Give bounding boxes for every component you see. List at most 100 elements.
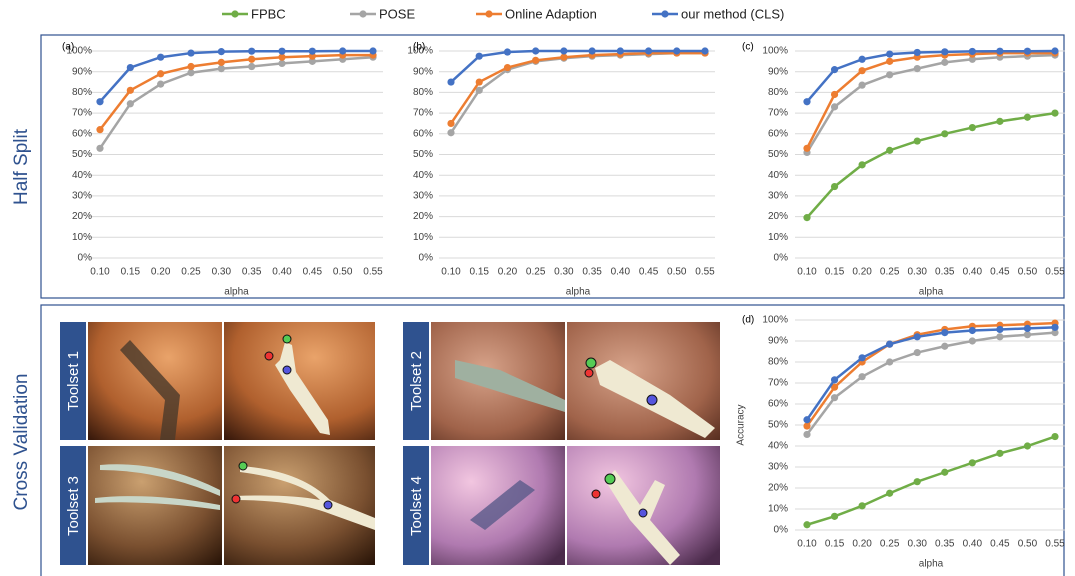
data-point	[859, 373, 866, 380]
data-point	[996, 118, 1003, 125]
data-point	[218, 48, 225, 55]
data-point	[560, 47, 567, 54]
x-tick-label: 0.45	[990, 267, 1010, 278]
data-point	[831, 376, 838, 383]
y-tick-label: 40%	[72, 170, 92, 181]
data-point	[1024, 114, 1031, 121]
data-point	[914, 478, 921, 485]
x-tick-label: 0.40	[963, 267, 983, 278]
data-point	[1051, 110, 1058, 117]
y-tick-label: 40%	[413, 170, 433, 181]
section-label: Half Split	[11, 128, 32, 205]
keypoint	[239, 462, 247, 470]
series-line	[807, 333, 1055, 435]
data-point	[996, 326, 1003, 333]
x-tick-label: 0.20	[852, 539, 872, 550]
y-tick-label: 80%	[768, 87, 788, 98]
keypoint	[585, 369, 593, 377]
data-point	[831, 91, 838, 98]
y-tick-label: 0%	[78, 253, 93, 264]
data-point	[476, 53, 483, 60]
data-point	[914, 65, 921, 72]
data-point	[803, 98, 810, 105]
keypoint	[639, 509, 647, 517]
keypoint	[592, 490, 600, 498]
y-tick-label: 40%	[768, 441, 788, 452]
data-point	[914, 349, 921, 356]
data-point	[96, 145, 103, 152]
data-point	[831, 66, 838, 73]
data-point	[248, 63, 255, 70]
y-tick-label: 100%	[762, 46, 788, 57]
x-tick-label: 0.45	[990, 539, 1010, 550]
x-tick-label: 0.10	[797, 539, 817, 550]
y-tick-label: 20%	[768, 483, 788, 494]
data-point	[1024, 325, 1031, 332]
data-point	[941, 59, 948, 66]
x-tick-label: 0.20	[852, 267, 872, 278]
panel-title: (d)	[742, 315, 754, 326]
data-point	[886, 58, 893, 65]
data-point	[187, 69, 194, 76]
data-point	[309, 48, 316, 55]
data-point	[187, 63, 194, 70]
keypoint	[647, 395, 657, 405]
data-point	[617, 47, 624, 54]
data-point	[369, 47, 376, 54]
data-point	[831, 103, 838, 110]
x-tick-label: 0.50	[1018, 267, 1038, 278]
x-axis-label: alpha	[919, 559, 944, 570]
y-tick-label: 40%	[768, 170, 788, 181]
data-point	[447, 120, 454, 127]
x-tick-label: 0.30	[554, 267, 574, 278]
series-line	[807, 437, 1055, 525]
data-point	[645, 47, 652, 54]
keypoint	[586, 358, 596, 368]
data-point	[886, 341, 893, 348]
x-tick-label: 0.25	[880, 267, 900, 278]
data-point	[969, 337, 976, 344]
data-point	[996, 450, 1003, 457]
legend-marker	[359, 10, 366, 17]
y-tick-label: 30%	[72, 191, 92, 202]
y-axis-label: Accuracy	[736, 404, 747, 445]
series-line	[100, 51, 373, 102]
x-tick-label: 0.15	[121, 267, 141, 278]
data-point	[127, 100, 134, 107]
y-tick-label: 60%	[768, 128, 788, 139]
x-tick-label: 0.35	[935, 539, 955, 550]
y-tick-label: 10%	[413, 232, 433, 243]
data-point	[969, 327, 976, 334]
data-point	[859, 502, 866, 509]
data-point	[996, 333, 1003, 340]
y-tick-label: 30%	[413, 191, 433, 202]
toolset-label: Toolset 1	[65, 351, 82, 411]
data-point	[803, 422, 810, 429]
y-tick-label: 10%	[768, 232, 788, 243]
series-line	[807, 323, 1055, 426]
data-point	[803, 431, 810, 438]
data-point	[969, 459, 976, 466]
y-tick-label: 0%	[419, 253, 434, 264]
data-point	[339, 47, 346, 54]
x-tick-label: 0.15	[469, 267, 489, 278]
series-line	[807, 51, 1055, 102]
y-tick-label: 50%	[768, 149, 788, 160]
x-tick-label: 0.25	[526, 267, 546, 278]
x-tick-label: 0.25	[880, 539, 900, 550]
toolset-1: Toolset 1	[60, 322, 375, 440]
data-point	[859, 82, 866, 89]
y-tick-label: 50%	[413, 149, 433, 160]
toolset-label: Toolset 2	[408, 351, 425, 411]
data-point	[589, 47, 596, 54]
data-point	[157, 81, 164, 88]
keypoint	[324, 501, 332, 509]
data-point	[886, 71, 893, 78]
x-tick-label: 0.55	[1045, 539, 1065, 550]
toolset-label: Toolset 4	[408, 476, 425, 536]
data-point	[248, 48, 255, 55]
series-line	[807, 113, 1055, 218]
x-axis-label: alpha	[224, 287, 249, 298]
legend-marker	[661, 10, 668, 17]
legend-label: our method (CLS)	[681, 6, 784, 21]
